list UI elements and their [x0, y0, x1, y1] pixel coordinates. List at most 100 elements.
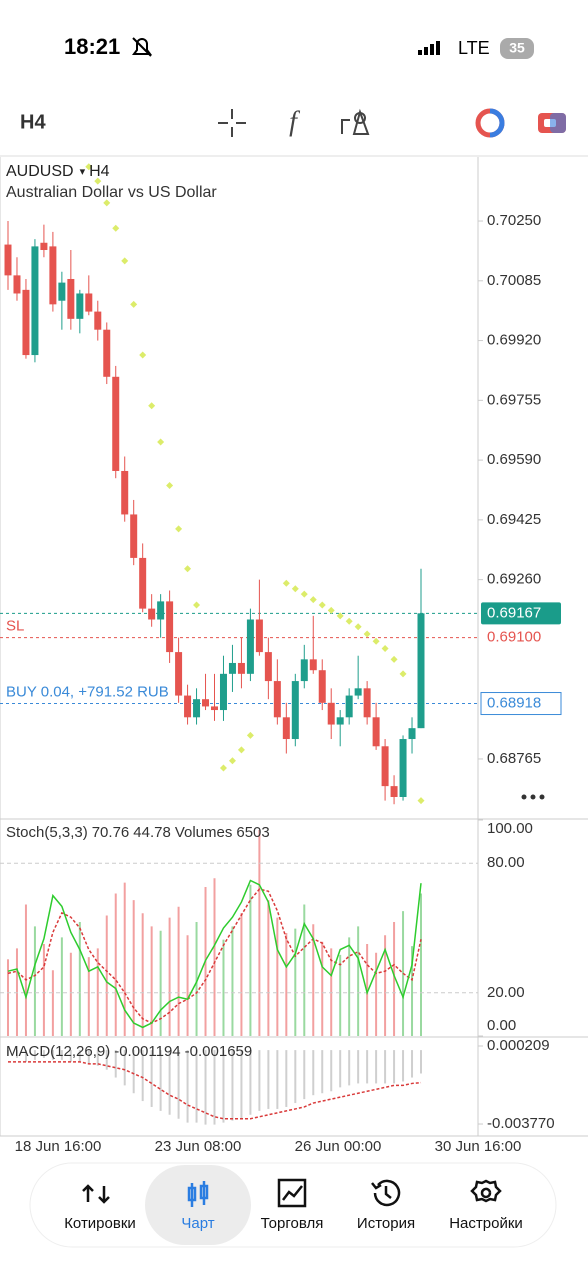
objects-button[interactable]: [341, 108, 370, 135]
y-tick-label: 0.69590: [487, 451, 541, 468]
price-label: 0.68918: [487, 695, 541, 712]
trade-button[interactable]: [475, 108, 505, 138]
signal-icon: [418, 41, 440, 55]
macd-name: MACD(12,26,9): [6, 1043, 110, 1060]
candle-body: [381, 746, 389, 787]
y-tick-label: 80.00: [487, 854, 525, 871]
battery: [500, 38, 534, 59]
sar-dot: [130, 300, 138, 308]
sar-dot: [139, 351, 147, 359]
candle-body: [175, 652, 183, 696]
candle-body: [130, 514, 138, 558]
sar-dot: [184, 565, 192, 573]
candle-body: [363, 688, 371, 718]
sar-dot: [121, 257, 129, 265]
candle-body: [237, 662, 245, 674]
sar-dot: [166, 481, 174, 489]
macd-main-value: -0.001194: [114, 1043, 180, 1060]
price-label: 0.69100: [487, 629, 541, 646]
nav-icon[interactable]: [82, 1184, 110, 1204]
candle-body: [121, 470, 129, 515]
symbol-name: AUDUSD: [6, 163, 74, 180]
sar-dot: [390, 655, 398, 663]
x-tick-label: 23 Jun 08:00: [155, 1138, 242, 1155]
nav-icon[interactable]: [187, 1181, 209, 1207]
candle-body: [103, 329, 111, 377]
sar-dot: [363, 630, 371, 638]
candle-body: [372, 717, 380, 747]
sar-dot: [85, 163, 93, 171]
stoch-header: Stoch(5,3,3) 70.76 44.78 Volumes 6503: [6, 824, 270, 841]
candle-body: [112, 376, 120, 471]
symbol-description: Australian Dollar vs US Dollar: [6, 184, 217, 201]
candle-body: [211, 706, 218, 711]
price-line-tag: SL: [6, 618, 24, 635]
macd-signal-value: -0.001659: [185, 1043, 253, 1060]
sar-dot: [345, 617, 353, 625]
y-tick-label: 0.000209: [487, 1037, 550, 1054]
candle-body: [67, 278, 75, 319]
candle-body: [291, 681, 299, 740]
candle-body: [327, 702, 335, 725]
sar-dot: [354, 623, 362, 631]
nav-items: Котировки Чарт Торговля История Настройки: [64, 1165, 523, 1245]
nav-icon[interactable]: [371, 1179, 401, 1207]
sar-dot: [148, 402, 156, 410]
y-tick-label: 0.69755: [487, 391, 541, 408]
candle-body: [202, 699, 210, 707]
candle-body: [219, 673, 227, 711]
account-button[interactable]: [538, 113, 566, 133]
stoch-name: Stoch(5,3,3): [6, 824, 88, 841]
sar-dot: [336, 612, 344, 620]
candle-body: [354, 688, 362, 696]
timeframe-button[interactable]: H4: [20, 111, 46, 133]
sar-dot: [399, 670, 407, 678]
sar-dot: [228, 757, 236, 765]
volumes-name: Volumes: [175, 824, 233, 841]
nav-label[interactable]: Котировки: [64, 1215, 136, 1232]
sar-dot: [309, 596, 317, 604]
candle-body: [139, 557, 147, 609]
sar-dot: [175, 525, 183, 533]
sar-dot: [112, 224, 120, 232]
candle-body: [40, 242, 48, 251]
more-button[interactable]: [521, 794, 545, 800]
y-tick-label: 0.69260: [487, 571, 541, 588]
price-line-tag: BUY 0.04, +791.52 RUB: [6, 684, 169, 701]
nav-active-bg: [145, 1165, 251, 1245]
nav-icon[interactable]: [277, 1178, 307, 1208]
sar-dot: [282, 579, 290, 587]
nav-icon[interactable]: [470, 1179, 502, 1203]
candle-body: [31, 246, 39, 356]
candle-body: [148, 608, 156, 620]
candle-body: [390, 786, 398, 797]
candle-body: [4, 244, 12, 276]
nav-label[interactable]: Настройки: [449, 1215, 523, 1232]
x-tick-label: 26 Jun 00:00: [295, 1138, 382, 1155]
candle-body: [184, 695, 192, 718]
candle-body: [22, 289, 30, 356]
candle-body: [157, 601, 165, 620]
dropdown: ▾: [80, 166, 86, 178]
nav-label[interactable]: Торговля: [261, 1215, 324, 1232]
crosshair-button[interactable]: [218, 109, 246, 137]
candle-body: [264, 652, 272, 682]
mute-icon: [132, 37, 152, 57]
candle-body: [255, 619, 263, 653]
candle-body: [76, 293, 84, 319]
sar-dot: [103, 199, 111, 207]
candle-body: [13, 275, 21, 294]
candle-body: [273, 681, 281, 718]
battery-level: 35: [509, 40, 525, 56]
candle-body: [49, 246, 57, 305]
stoch-k-line: [7, 879, 422, 1029]
sar-dot: [372, 637, 380, 645]
nav-label[interactable]: Чарт: [181, 1215, 214, 1232]
y-tick-label: 20.00: [487, 984, 525, 1001]
candle-body: [318, 670, 326, 703]
indicators-button[interactable]: f: [289, 106, 300, 137]
nav-label[interactable]: История: [357, 1215, 415, 1232]
sar-dot: [381, 644, 389, 652]
